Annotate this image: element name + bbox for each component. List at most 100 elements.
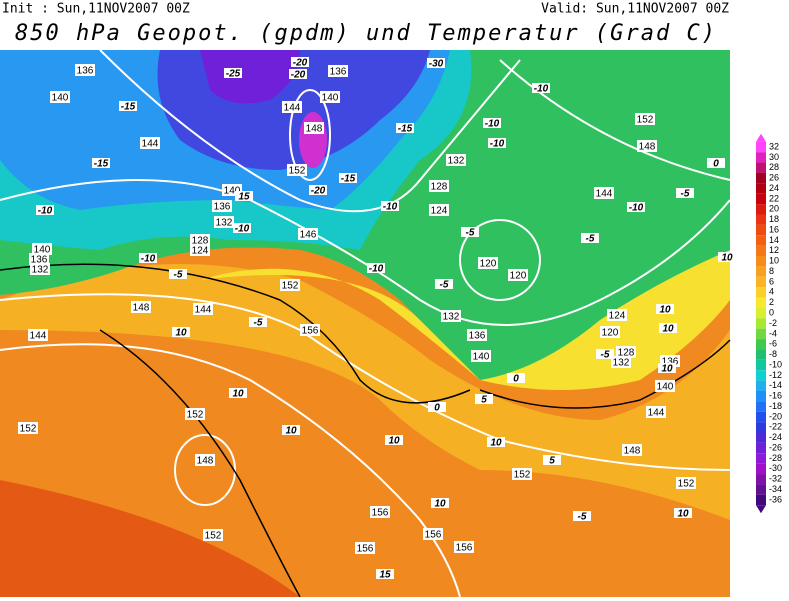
legend-swatch — [756, 339, 766, 350]
temperature-label: -10 — [383, 202, 398, 213]
legend-label: -22 — [769, 422, 782, 432]
temperature-label-box — [233, 223, 251, 233]
geopotential-label: 136 — [214, 202, 231, 213]
geopotential-label: 128 — [618, 348, 635, 359]
temperature-label-box — [532, 83, 550, 93]
temperature-label: -5 — [466, 228, 475, 239]
geopotential-label-box — [203, 529, 223, 541]
geopotential-label: 132 — [32, 265, 49, 276]
geopotential-label: 152 — [514, 470, 531, 481]
geopotential-label: 132 — [448, 156, 465, 167]
temperature-label: 0 — [713, 159, 719, 170]
legend-swatch — [756, 256, 766, 267]
geopotential-label: 144 — [596, 189, 613, 200]
geopotential-label-box — [635, 113, 655, 125]
geopotential-label: 136 — [77, 66, 94, 77]
legend-swatch — [756, 318, 766, 329]
temperature-label-box — [656, 304, 674, 314]
legend-label: 2 — [769, 297, 774, 307]
temperature-label: -15 — [341, 174, 356, 185]
geopotential-label-box — [50, 91, 70, 103]
legend-label: -12 — [769, 370, 782, 380]
temperature-label: -30 — [429, 59, 444, 70]
geopotential-label: 120 — [480, 259, 497, 270]
legend-label: 4 — [769, 287, 774, 297]
temperature-label-box — [291, 57, 309, 67]
temperature-label-box — [483, 118, 501, 128]
temperature-label: -20 — [293, 58, 308, 69]
legend-label: 0 — [769, 307, 774, 317]
temperature-label: 15 — [379, 570, 391, 581]
geopotential-label-box — [140, 137, 160, 149]
legend-arrow-top — [756, 133, 766, 142]
temperature-label-box — [573, 511, 591, 521]
legend-swatch — [756, 141, 766, 153]
legend-swatch — [756, 494, 766, 506]
geopotential-label: 128 — [431, 182, 448, 193]
geopotential-label: 132 — [613, 358, 630, 369]
geopotential-label: 132 — [443, 312, 460, 323]
geopotential-label-box — [28, 329, 48, 341]
geopotential-label-box — [423, 528, 443, 540]
temperature-label: 10 — [388, 436, 400, 447]
geopotential-label-box — [298, 228, 318, 240]
temperature-label-box — [718, 252, 736, 262]
temperature-label: -15 — [94, 159, 109, 170]
color-legend: 32302826242220181614121086420-2-4-6-8-10… — [756, 133, 782, 514]
temperature-label: 15 — [238, 192, 250, 203]
geopotential-label-box — [646, 406, 666, 418]
temperature-label: -5 — [586, 234, 595, 245]
temperature-label: -20 — [291, 70, 306, 81]
legend-label: -32 — [769, 474, 782, 484]
legend-swatch — [756, 432, 766, 443]
legend-label: -4 — [769, 328, 777, 338]
geopotential-label-box — [320, 91, 340, 103]
legend-swatch — [756, 359, 766, 371]
geopotential-label-box — [190, 234, 210, 246]
legend-label: -30 — [769, 463, 782, 473]
geopotential-label: 132 — [216, 218, 233, 229]
geopotential-label: 140 — [322, 93, 339, 104]
legend-swatch — [756, 422, 766, 433]
temperature-label-box — [461, 227, 479, 237]
temperature-label: -15 — [398, 124, 413, 135]
legend-swatch — [756, 328, 766, 340]
temperature-label-box — [92, 158, 110, 168]
map-field — [0, 49, 731, 598]
temperature-label: -5 — [174, 270, 183, 281]
temperature-label-box — [507, 373, 525, 383]
geopotential-label-box — [622, 444, 642, 456]
temperature-label: 10 — [677, 509, 689, 520]
geopotential-label-box — [471, 350, 491, 362]
geopotential-label-box — [508, 269, 528, 281]
geopotential-label: 156 — [372, 508, 389, 519]
geopotential-label: 136 — [330, 67, 347, 78]
geopotential-label: 152 — [637, 115, 654, 126]
geopotential-label: 144 — [284, 103, 301, 114]
geopotential-label-box — [190, 244, 210, 256]
geopotential-label: 124 — [609, 311, 626, 322]
legend-label: 16 — [769, 224, 779, 234]
geopotential-label-box — [454, 541, 474, 553]
init-time: Init : Sun,11NOV2007 00Z — [2, 2, 190, 17]
geopotential-label-box — [637, 140, 657, 152]
map-title: 850 hPa Geopot. (gpdm) und Temperatur (G… — [15, 21, 715, 46]
temperature-label: 10 — [659, 305, 671, 316]
temperature-label: 5 — [549, 456, 555, 467]
geopotential-label-box — [616, 346, 636, 358]
geopotential-label-box — [441, 310, 461, 322]
legend-swatch — [756, 266, 766, 277]
temperature-label-box — [289, 69, 307, 79]
legend-swatch — [756, 453, 766, 464]
geopotential-label-box — [280, 279, 300, 291]
legend-swatch — [756, 463, 766, 475]
legend-label: 6 — [769, 276, 774, 286]
geopotential-label: 136 — [31, 255, 48, 266]
temperature-label-box — [475, 394, 493, 404]
legend-label: -16 — [769, 391, 782, 401]
temperature-label: -10 — [369, 264, 384, 275]
geopotential-label: 140 — [224, 186, 241, 197]
geopotential-label-box — [185, 408, 205, 420]
legend-swatch — [756, 484, 766, 495]
geopotential-label: 152 — [187, 410, 204, 421]
